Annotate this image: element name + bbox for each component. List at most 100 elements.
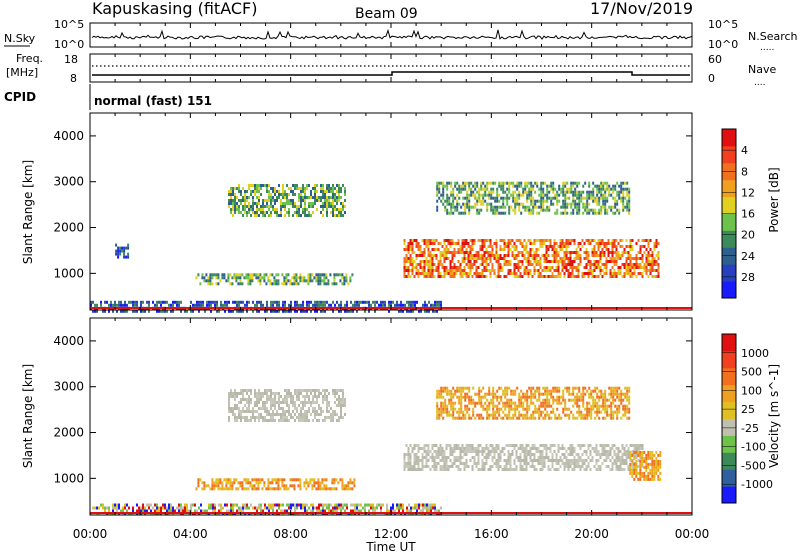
echo-cell: [286, 416, 288, 419]
echo-cell: [310, 193, 312, 196]
echo-cell: [614, 257, 616, 260]
echo-cell: [570, 272, 572, 275]
echo-cell: [203, 484, 205, 487]
echo-cell: [604, 254, 606, 257]
echo-cell: [272, 419, 274, 422]
echo-cell: [430, 450, 432, 453]
echo-cell: [341, 487, 343, 490]
echo-cell: [642, 260, 644, 263]
echo-cell: [506, 390, 508, 393]
echo-cell: [269, 279, 271, 282]
echo-cell: [420, 447, 422, 450]
echo-cell: [522, 188, 524, 191]
echo-cell: [590, 242, 592, 245]
echo-cell: [248, 211, 250, 214]
echo-cell: [496, 209, 498, 212]
echo-cell: [460, 405, 462, 408]
echo-cell: [643, 451, 645, 454]
echo-cell: [237, 487, 239, 490]
echo-cell: [328, 202, 330, 205]
echo-cell: [504, 248, 506, 251]
echo-cell: [568, 191, 570, 194]
echo-cell: [655, 469, 657, 472]
echo-cell: [480, 203, 482, 206]
echo-cell: [264, 389, 266, 392]
echo-cell: [462, 387, 464, 390]
echo-cell: [382, 504, 384, 507]
echo-cell: [622, 275, 624, 278]
echo-cell: [402, 507, 404, 510]
echo-cell: [534, 447, 536, 450]
echo-cell: [438, 462, 440, 465]
echo-cell: [314, 304, 316, 307]
echo-cell: [286, 401, 288, 404]
echo-cell: [196, 304, 198, 307]
echo-cell: [644, 245, 646, 248]
echo-cell: [506, 203, 508, 206]
echo-cell: [639, 469, 641, 472]
echo-cell: [408, 245, 410, 248]
echo-cell: [444, 266, 446, 269]
echo-cell: [554, 275, 556, 278]
echo-cell: [641, 457, 643, 460]
echo-cell: [444, 411, 446, 414]
echo-cell: [614, 239, 616, 242]
echo-cell: [309, 273, 311, 276]
echo-cell: [452, 396, 454, 399]
echo-cell: [474, 393, 476, 396]
echo-cell: [285, 276, 287, 279]
echo-cell: [444, 254, 446, 257]
echo-cell: [634, 263, 636, 266]
echo-cell: [458, 411, 460, 414]
echo-cell: [408, 275, 410, 278]
echo-cell: [628, 450, 630, 453]
echo-cell: [274, 208, 276, 211]
echo-cell: [229, 481, 231, 484]
echo-cell: [470, 447, 472, 450]
echo-cell: [262, 205, 264, 208]
echo-cell: [530, 248, 532, 251]
echo-cell: [440, 200, 442, 203]
echo-cell: [657, 466, 659, 469]
echo-cell: [311, 487, 313, 490]
echo-cell: [408, 465, 410, 468]
echo-cell: [474, 257, 476, 260]
echo-cell: [404, 275, 406, 278]
freq-left-label-1: Freq.: [16, 52, 43, 65]
echo-cell: [466, 197, 468, 200]
echo-cell: [208, 507, 210, 510]
echo-cell: [548, 260, 550, 263]
echo-cell: [316, 507, 318, 510]
echo-cell: [552, 191, 554, 194]
echo-cell: [308, 401, 310, 404]
echo-cell: [584, 468, 586, 471]
echo-cell: [296, 416, 298, 419]
echo-cell: [560, 245, 562, 248]
echo-cell: [474, 239, 476, 242]
echo-cell: [326, 190, 328, 193]
echo-cell: [244, 504, 246, 507]
echo-cell: [142, 301, 144, 304]
echo-cell: [564, 194, 566, 197]
echo-cell: [232, 190, 234, 193]
echo-cell: [314, 507, 316, 510]
echo-cell: [198, 301, 200, 304]
echo-cell: [652, 275, 654, 278]
echo-cell: [548, 266, 550, 269]
echo-cell: [444, 453, 446, 456]
echo-cell: [162, 504, 164, 507]
echo-cell: [264, 410, 266, 413]
echo-cell: [498, 263, 500, 266]
echo-cell: [354, 301, 356, 304]
echo-cell: [298, 196, 300, 199]
echo-cell: [284, 419, 286, 422]
echo-cell: [496, 212, 498, 215]
echo-cell: [494, 209, 496, 212]
echo-cell: [502, 269, 504, 272]
echo-cell: [414, 504, 416, 507]
echo-cell: [582, 206, 584, 209]
echo-cell: [516, 197, 518, 200]
echo-cell: [320, 187, 322, 190]
echo-cell: [268, 190, 270, 193]
echo-cell: [632, 245, 634, 248]
